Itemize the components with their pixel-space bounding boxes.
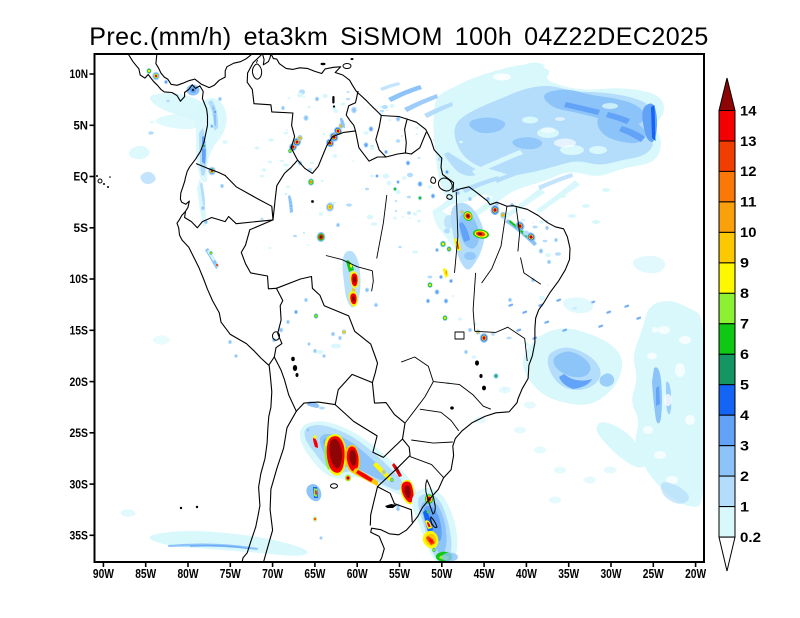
svg-text:3: 3: [740, 439, 750, 454]
svg-text:2: 2: [740, 469, 749, 484]
svg-text:50W: 50W: [431, 566, 453, 581]
svg-text:5N: 5N: [74, 119, 89, 133]
svg-text:80W: 80W: [178, 566, 200, 581]
svg-text:7: 7: [740, 317, 749, 332]
svg-text:60W: 60W: [347, 566, 369, 581]
svg-text:90W: 90W: [93, 566, 115, 581]
svg-text:25S: 25S: [70, 426, 89, 440]
svg-text:12: 12: [740, 164, 757, 179]
svg-text:1: 1: [740, 499, 750, 514]
svg-text:11: 11: [740, 195, 757, 210]
svg-text:10N: 10N: [70, 67, 89, 81]
svg-text:5: 5: [740, 378, 750, 393]
svg-text:Prec.(mm/h) eta3km SiSMOM 100h: Prec.(mm/h) eta3km SiSMOM 100h 04Z22DEC2…: [89, 23, 709, 51]
svg-text:10S: 10S: [70, 272, 89, 286]
svg-text:4: 4: [740, 408, 750, 423]
svg-text:15S: 15S: [70, 324, 89, 338]
svg-text:20S: 20S: [70, 375, 89, 389]
svg-text:0.2: 0.2: [740, 530, 761, 545]
svg-text:25W: 25W: [643, 566, 665, 581]
svg-text:9: 9: [740, 256, 749, 271]
svg-text:30S: 30S: [70, 477, 89, 491]
svg-text:14: 14: [740, 103, 757, 118]
svg-text:65W: 65W: [304, 566, 326, 581]
svg-text:85W: 85W: [135, 566, 157, 581]
svg-text:75W: 75W: [220, 566, 242, 581]
svg-text:30W: 30W: [601, 566, 623, 581]
svg-text:13: 13: [740, 134, 757, 149]
svg-text:55W: 55W: [389, 566, 411, 581]
svg-text:20W: 20W: [685, 566, 707, 581]
svg-text:70W: 70W: [262, 566, 284, 581]
svg-text:6: 6: [740, 347, 750, 362]
svg-text:35S: 35S: [70, 529, 89, 543]
svg-text:40W: 40W: [516, 566, 538, 581]
svg-text:8: 8: [740, 286, 750, 301]
svg-text:5S: 5S: [74, 221, 89, 235]
svg-text:35W: 35W: [558, 566, 580, 581]
svg-text:45W: 45W: [474, 566, 496, 581]
svg-text:10: 10: [740, 225, 757, 240]
svg-text:EQ: EQ: [74, 170, 89, 184]
